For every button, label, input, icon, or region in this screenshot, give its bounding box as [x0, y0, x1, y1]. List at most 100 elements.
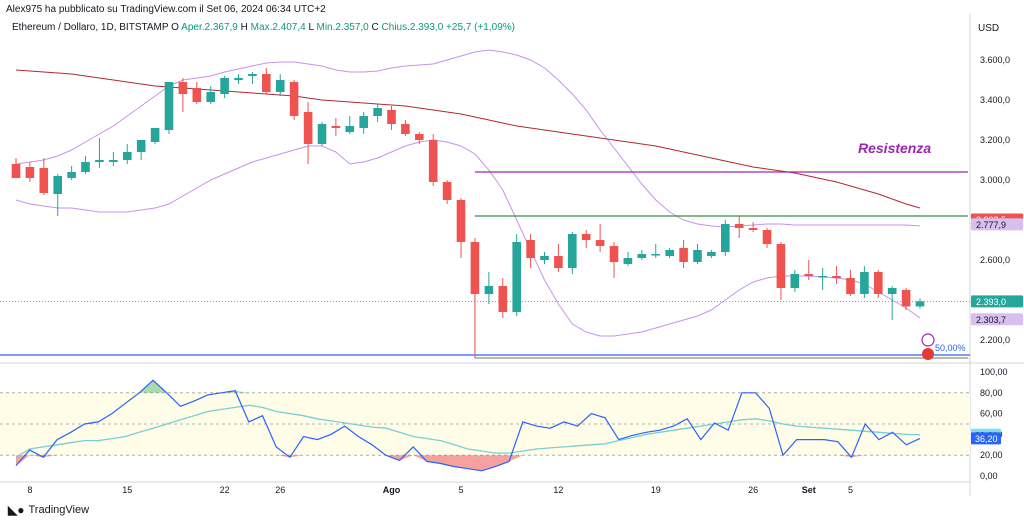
candle-body: [331, 126, 341, 128]
time-tick-label: 19: [651, 485, 661, 495]
price-tick-label: 3.400,0: [980, 95, 1010, 105]
candle-body: [373, 108, 382, 116]
candle-body: [874, 272, 883, 294]
symbol-name: Ethereum / Dollaro, 1D, BITSTAMP: [12, 22, 169, 33]
high-value: Max.2.407,4: [250, 22, 306, 33]
price-badge-label: 2.777,9: [976, 220, 1006, 230]
price-tick-label: 2.200,0: [980, 335, 1010, 345]
candle-body: [289, 82, 299, 116]
band-lower-line: [15, 139, 921, 337]
candle-body: [442, 182, 452, 200]
candle-body: [178, 82, 188, 94]
candle-body: [498, 286, 508, 312]
candle-body: [693, 250, 702, 262]
rsi-value-badge-label: 36,20: [975, 434, 998, 444]
candle-body: [234, 78, 243, 80]
candle-body: [484, 286, 494, 294]
rsi-tick-label: 80,00: [980, 388, 1003, 398]
time-tick-label: 26: [275, 485, 285, 495]
close-value: Chius.2.393,0: [381, 22, 444, 33]
candle-body: [595, 240, 605, 246]
candle-body: [734, 224, 744, 228]
candle-body: [275, 80, 285, 92]
candle-body: [95, 160, 104, 162]
time-tick-label: 8: [27, 485, 32, 495]
price-badge-label: 2.393,0: [976, 297, 1006, 307]
candle-body: [846, 278, 855, 294]
candle-body: [915, 301, 925, 307]
candle-body: [456, 200, 466, 242]
candle-body: [818, 276, 827, 278]
candle-body: [317, 124, 327, 144]
candle-body: [11, 164, 21, 178]
candle-body: [762, 230, 772, 244]
candle-body: [790, 274, 800, 288]
candle-body: [401, 124, 410, 134]
candle-body: [540, 256, 549, 260]
price-badge-label: 2.303,7: [976, 315, 1006, 325]
candle-body: [150, 128, 160, 142]
price-tick-label: 3.600,0: [980, 55, 1010, 65]
fib-level-label: 50,00%: [935, 343, 966, 353]
high-label: H: [240, 22, 248, 33]
candle-body: [303, 112, 313, 144]
price-badge: [971, 218, 1023, 231]
rsi-tick-label: 0,00: [980, 471, 998, 481]
footer-brand-label: TradingView: [28, 504, 90, 516]
candle-body: [262, 74, 271, 92]
publisher-line: Alex975 ha pubblicato su TradingView.com…: [6, 4, 326, 15]
candle-body: [428, 140, 438, 182]
rsi-background-band: [0, 392, 970, 456]
time-tick-label: 15: [122, 485, 132, 495]
open-label: O: [171, 22, 179, 33]
candle-body: [345, 126, 355, 132]
low-label: L: [308, 22, 314, 33]
price-axis-unit: USD: [978, 23, 1000, 34]
candle-body: [387, 110, 396, 124]
symbol-legend: Ethereum / Dollaro, 1D, BITSTAMP O Aper.…: [12, 22, 515, 33]
rsi-line: [15, 379, 921, 472]
time-tick-label: 5: [459, 485, 464, 495]
time-tick-label: Ago: [383, 485, 401, 495]
price-badge: [971, 295, 1023, 308]
candle-body: [581, 234, 591, 240]
resistance-annotation: Resistenza: [858, 140, 931, 156]
candle-body: [206, 92, 215, 102]
open-value: Aper.2.367,9: [181, 22, 238, 33]
candle-body: [665, 250, 674, 256]
low-value: Min.2.357,0: [316, 22, 369, 33]
candle-body: [39, 168, 49, 193]
candle-body: [123, 152, 132, 160]
time-tick-label: 12: [553, 485, 563, 495]
candle-body: [220, 78, 229, 94]
tradingview-logo-icon: ◣●: [8, 503, 25, 517]
candle-body: [568, 234, 577, 268]
candle-body: [136, 140, 146, 152]
candle-body: [67, 172, 76, 178]
candle-body: [679, 248, 688, 262]
candle-body: [748, 228, 758, 230]
candle-body: [721, 224, 730, 252]
footer-brand: ◣● TradingView: [8, 503, 89, 517]
candle-body: [901, 290, 911, 307]
candle-body: [526, 240, 535, 258]
candle-body: [359, 116, 368, 128]
time-tick-label: 26: [748, 485, 758, 495]
candle-body: [109, 160, 118, 162]
candle-body: [707, 252, 716, 256]
candle-body: [832, 276, 841, 278]
price-tick-label: 2.600,0: [980, 255, 1010, 265]
time-tick-label: 22: [220, 485, 230, 495]
candle-body: [860, 272, 869, 294]
rsi-overbought-fill: [139, 380, 249, 393]
candle-body: [804, 274, 813, 276]
time-tick-label: Set: [802, 485, 816, 495]
time-tick-label: 5: [848, 485, 853, 495]
candle-body: [651, 254, 660, 256]
candle-body: [192, 88, 202, 102]
price-badge: [971, 313, 1023, 326]
candle-body: [637, 254, 647, 258]
price-tick-label: 3.000,0: [980, 175, 1010, 185]
rsi-ma-line: [15, 404, 921, 458]
